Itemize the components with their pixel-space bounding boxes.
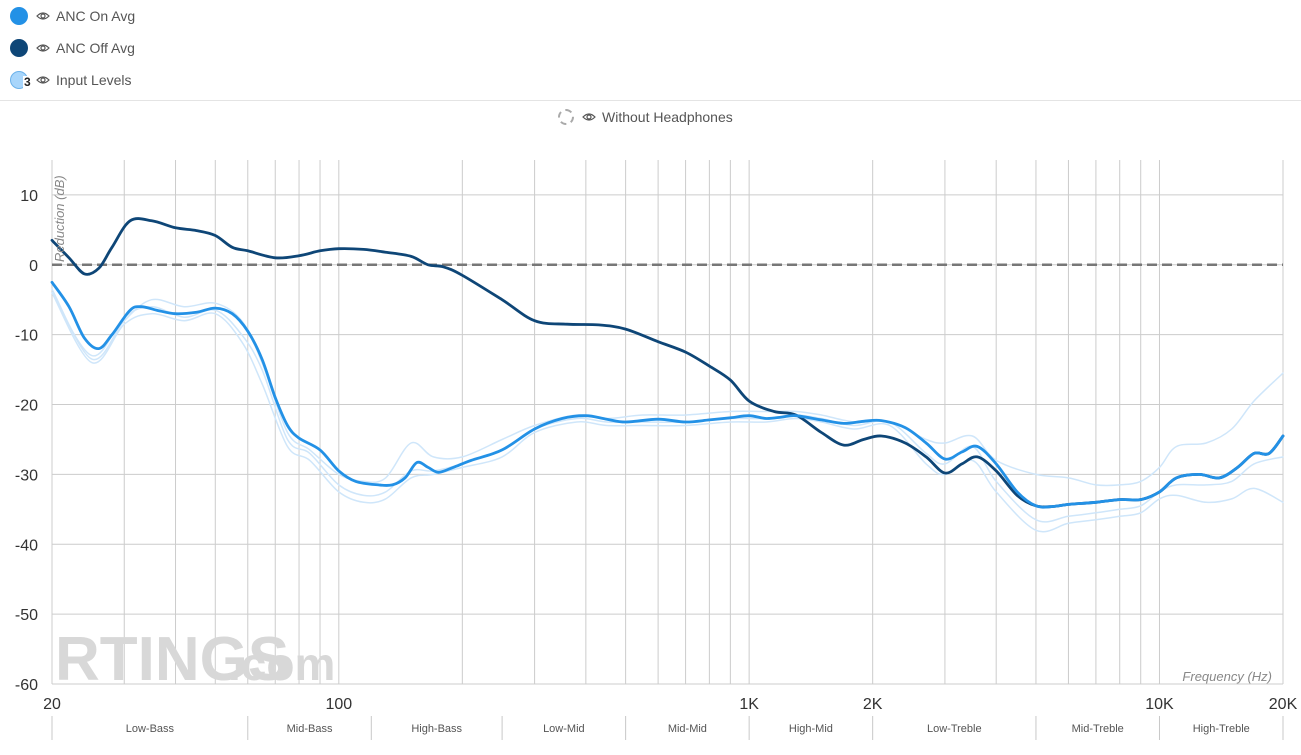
reference-label: Without Headphones xyxy=(602,109,733,125)
legend-item-input-levels[interactable]: 3 Input Levels xyxy=(10,64,135,96)
x-tick-label: 20 xyxy=(43,696,61,713)
watermark: RTINGS .com xyxy=(55,625,335,694)
series-line-input-level-3 xyxy=(51,291,1284,533)
band-label: Low-Mid xyxy=(543,723,585,735)
x-tick-label: 20K xyxy=(1269,696,1298,713)
series-swatch[interactable]: 3 xyxy=(10,71,32,89)
band-label: High-Bass xyxy=(411,723,462,735)
eye-icon[interactable] xyxy=(36,43,50,53)
legend-label: Input Levels xyxy=(56,72,132,88)
y-tick-label: 10 xyxy=(20,188,38,205)
band-label: Mid-Treble xyxy=(1072,723,1124,735)
y-tick-label: -60 xyxy=(15,677,38,694)
x-axis-title: Frequency (Hz) xyxy=(1182,669,1272,684)
y-axis-title: Reduction (dB) xyxy=(52,175,67,262)
band-label: Mid-Bass xyxy=(287,723,333,735)
data-series xyxy=(50,217,1285,533)
band-label: High-Treble xyxy=(1193,723,1250,735)
x-tick-label: 1K xyxy=(739,696,759,713)
eye-icon[interactable] xyxy=(36,11,50,21)
band-labels: Low-Bass Mid-Bass High-Bass Low-Mid Mid-Mid H… xyxy=(126,723,1250,735)
band-label: Low-Treble xyxy=(927,723,982,735)
y-tick-label: -10 xyxy=(15,328,38,345)
legend-item-anc-on[interactable]: ANC On Avg xyxy=(10,0,135,32)
y-tick-label: 0 xyxy=(29,258,38,275)
eye-icon[interactable] xyxy=(582,112,596,122)
legend-label: ANC Off Avg xyxy=(56,40,135,56)
x-tick-label: 10K xyxy=(1145,696,1174,713)
series-line-input-level-2 xyxy=(51,291,1284,523)
x-axis-ticks: 20 100 1K 2K 10K 20K xyxy=(43,696,1297,713)
x-tick-label: 100 xyxy=(325,696,352,713)
legend-divider xyxy=(0,100,1301,101)
legend-item-anc-off[interactable]: ANC Off Avg xyxy=(10,32,135,64)
band-label: Low-Bass xyxy=(126,723,175,735)
y-tick-label: -30 xyxy=(15,467,38,484)
x-tick-label: 2K xyxy=(863,696,883,713)
series-line-anc-on-avg xyxy=(50,280,1285,509)
legend-label: ANC On Avg xyxy=(56,8,136,24)
horizontal-gridlines xyxy=(52,194,1283,685)
eye-icon[interactable] xyxy=(36,75,50,85)
series-swatch[interactable] xyxy=(10,7,28,25)
band-separators xyxy=(51,716,1284,740)
y-tick-label: -50 xyxy=(15,607,38,624)
y-tick-label: -40 xyxy=(15,537,38,554)
y-tick-label: -20 xyxy=(15,398,38,415)
reference-swatch[interactable] xyxy=(558,109,574,125)
watermark-dotcom: .com xyxy=(228,638,335,690)
series-swatch[interactable] xyxy=(10,39,28,57)
series-line-anc-off-avg xyxy=(50,217,1285,509)
legend: ANC On Avg ANC Off Avg 3 Input Levels xyxy=(10,0,135,96)
watermark-rtings: RTINGS xyxy=(55,625,289,694)
series-count-badge: 3 xyxy=(23,75,32,89)
band-label: Mid-Mid xyxy=(668,723,707,735)
legend-item-without-headphones[interactable]: Without Headphones xyxy=(558,106,733,128)
y-axis-ticks: 10 0 -10 -20 -30 -40 -50 -60 xyxy=(15,188,38,694)
band-label: High-Mid xyxy=(789,723,833,735)
